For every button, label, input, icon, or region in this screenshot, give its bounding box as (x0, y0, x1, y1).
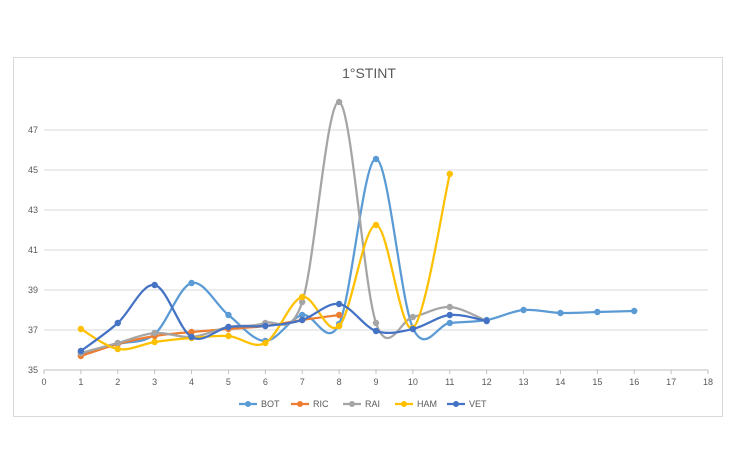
chart-title: 1°STINT (342, 65, 396, 81)
data-point-ham (77, 325, 85, 333)
data-point-rai (409, 313, 417, 321)
data-point-rai (151, 329, 158, 337)
x-tick-label: 12 (482, 377, 492, 387)
legend-label: VET (469, 399, 487, 409)
x-tick-label: 7 (300, 377, 305, 387)
data-point-bot (520, 306, 527, 314)
data-point-vet (151, 281, 158, 289)
x-tick-label: 0 (41, 377, 46, 387)
x-tick-label: 8 (337, 377, 342, 387)
y-tick-label: 45 (28, 165, 38, 175)
data-point-vet (188, 333, 195, 341)
x-tick-label: 5 (226, 377, 231, 387)
chart-area: 1°STINT 35 37 39 41 43 45 47 0 1 2 3 4 5 6 7 8 9 10 11 12 13… (13, 57, 723, 417)
x-tick-label: 17 (666, 377, 676, 387)
legend-swatch-marker (401, 401, 407, 407)
series-group (77, 98, 638, 360)
data-point-ham (299, 293, 306, 301)
legend-swatch-marker (297, 401, 303, 407)
data-point-bot (594, 308, 601, 316)
legend-label: HAM (417, 399, 437, 409)
data-point-bot (225, 311, 232, 319)
data-point-ric (335, 311, 343, 319)
data-point-vet (114, 319, 121, 327)
data-point-vet (335, 300, 343, 308)
x-tick-label: 2 (115, 377, 120, 387)
x-tick-label: 13 (519, 377, 529, 387)
legend-label: RAI (365, 399, 380, 409)
data-point-bot (557, 309, 564, 317)
data-point-ham (225, 332, 232, 340)
data-point-bot (446, 319, 453, 327)
x-tick-label: 6 (263, 377, 268, 387)
x-tick-label: 18 (703, 377, 713, 387)
x-tick-label: 3 (152, 377, 157, 387)
data-point-bot (188, 279, 195, 287)
legend-swatch-marker (349, 401, 355, 407)
series-line-rai (80, 100, 488, 355)
data-point-rai (114, 339, 121, 347)
legend-item-rai[interactable]: RAI (343, 399, 380, 409)
legend-item-bot[interactable]: BOT (239, 399, 280, 409)
y-tick-label: 47 (28, 125, 38, 135)
series-bot (77, 155, 638, 358)
legend-item-ric[interactable]: RIC (291, 399, 329, 409)
data-point-ham (151, 338, 158, 346)
data-point-ham (335, 322, 343, 330)
data-point-rai (446, 303, 453, 311)
legend-swatch-marker (245, 401, 251, 407)
y-tick-label: 37 (28, 325, 38, 335)
data-point-rai (299, 298, 306, 306)
y-tick-label: 35 (28, 365, 38, 375)
legend-item-vet[interactable]: VET (447, 399, 487, 409)
data-point-vet (372, 327, 380, 335)
data-point-vet (446, 311, 453, 319)
data-point-vet (299, 316, 306, 324)
x-tick-label: 4 (189, 377, 194, 387)
x-tick-label: 1 (78, 377, 83, 387)
x-tick-label: 14 (555, 377, 565, 387)
data-point-rai (335, 98, 343, 106)
legend: BOT RIC RAI HAM VET (239, 399, 487, 409)
x-tick-label: 9 (373, 377, 378, 387)
data-point-vet (483, 317, 490, 325)
data-point-vet (77, 347, 85, 355)
legend-label: BOT (261, 399, 280, 409)
y-tick-label: 43 (28, 205, 38, 215)
x-tick-label: 10 (408, 377, 418, 387)
legend-swatch-marker (453, 401, 459, 407)
y-tick-label: 41 (28, 245, 38, 255)
data-point-bot (372, 155, 380, 163)
x-tick-label: 15 (592, 377, 602, 387)
data-point-bot (299, 311, 306, 319)
y-tick-label: 39 (28, 285, 38, 295)
data-point-ham (372, 221, 380, 229)
data-point-ham (262, 339, 269, 347)
data-point-rai (372, 319, 380, 327)
data-point-vet (409, 325, 417, 333)
data-point-vet (262, 322, 269, 330)
series-line-bot (80, 157, 635, 356)
series-vet (77, 281, 490, 355)
data-point-vet (225, 323, 232, 331)
data-point-ham (114, 345, 121, 353)
legend-label: RIC (313, 399, 329, 409)
data-point-ham (446, 170, 453, 178)
legend-item-ham[interactable]: HAM (395, 399, 437, 409)
data-point-ric (188, 328, 195, 336)
data-point-bot (631, 307, 638, 315)
x-tick-label: 11 (445, 377, 454, 387)
x-tick-label: 16 (629, 377, 639, 387)
